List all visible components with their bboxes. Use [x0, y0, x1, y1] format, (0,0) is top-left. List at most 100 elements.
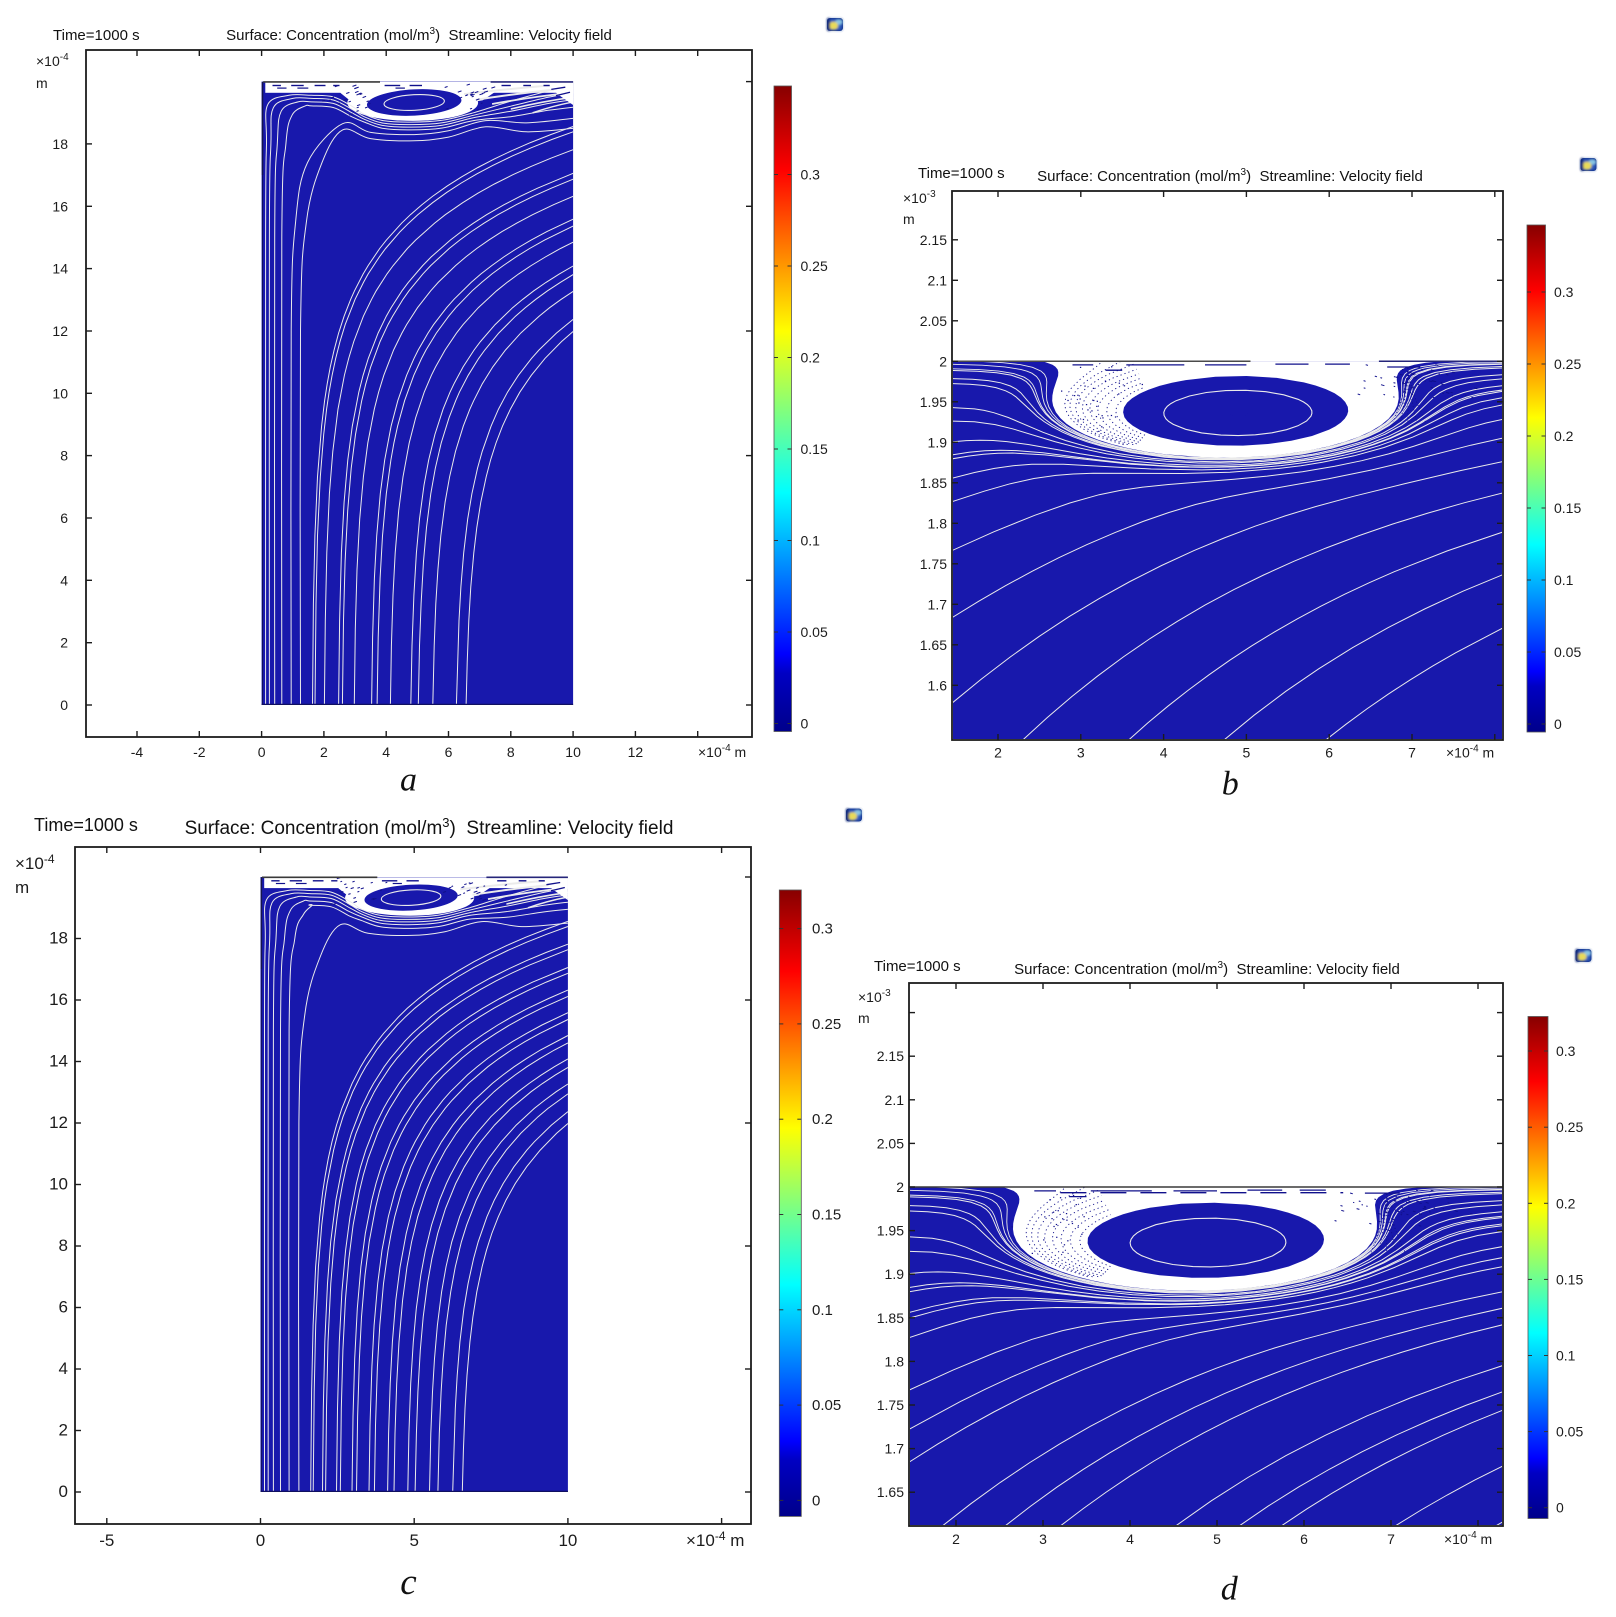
svg-text:0.25: 0.25: [1554, 356, 1581, 372]
svg-text:3: 3: [1039, 1531, 1047, 1547]
svg-text:2.05: 2.05: [920, 313, 947, 329]
svg-text:0.2: 0.2: [1556, 1195, 1576, 1211]
svg-text:0.25: 0.25: [801, 258, 828, 274]
svg-text:0.3: 0.3: [812, 921, 833, 938]
svg-text:14: 14: [52, 261, 68, 277]
svg-text:0.15: 0.15: [801, 441, 828, 457]
svg-text:6: 6: [60, 510, 68, 526]
svg-text:2: 2: [60, 635, 68, 651]
svg-text:Time=1000 s: Time=1000 s: [34, 815, 138, 835]
svg-text:b: b: [1222, 766, 1239, 803]
svg-text:2: 2: [896, 1179, 904, 1195]
svg-text:2: 2: [994, 745, 1002, 761]
svg-text:2.15: 2.15: [877, 1048, 904, 1064]
svg-text:0: 0: [812, 1492, 820, 1509]
svg-text:1.75: 1.75: [920, 556, 947, 572]
svg-text:1.85: 1.85: [877, 1310, 904, 1326]
svg-text:2: 2: [939, 353, 947, 369]
svg-text:0: 0: [256, 1531, 265, 1550]
svg-text:1.8: 1.8: [928, 515, 948, 531]
svg-text:Surface: Concentration (mol/m3: Surface: Concentration (mol/m3) Streamli…: [185, 815, 674, 839]
svg-text:0.15: 0.15: [812, 1207, 841, 1224]
svg-text:1.95: 1.95: [920, 394, 947, 410]
svg-text:1.9: 1.9: [885, 1266, 905, 1282]
svg-text:0.25: 0.25: [812, 1016, 841, 1033]
svg-text:-5: -5: [99, 1531, 114, 1550]
svg-text:18: 18: [49, 929, 68, 948]
svg-text:0: 0: [801, 716, 809, 732]
svg-text:m: m: [36, 75, 48, 91]
svg-text:4: 4: [1160, 745, 1168, 761]
svg-text:0.2: 0.2: [812, 1111, 833, 1128]
svg-text:Time=1000 s: Time=1000 s: [53, 27, 140, 44]
svg-text:0: 0: [258, 744, 266, 760]
svg-text:5: 5: [1243, 745, 1251, 761]
svg-text:10: 10: [565, 744, 581, 760]
svg-text:Time=1000 s: Time=1000 s: [918, 165, 1005, 182]
svg-text:Surface: Concentration (mol/m3: Surface: Concentration (mol/m3) Streamli…: [1014, 960, 1400, 978]
svg-text:Time=1000 s: Time=1000 s: [874, 958, 961, 975]
svg-text:6: 6: [59, 1298, 68, 1317]
svg-text:7: 7: [1387, 1531, 1395, 1547]
svg-text:3: 3: [1077, 745, 1085, 761]
svg-text:4: 4: [59, 1359, 68, 1378]
svg-text:16: 16: [49, 990, 68, 1009]
svg-text:2: 2: [59, 1421, 68, 1440]
svg-text:4: 4: [382, 744, 390, 760]
svg-text:0.15: 0.15: [1554, 500, 1581, 516]
svg-text:4: 4: [1126, 1531, 1134, 1547]
svg-text:16: 16: [52, 198, 68, 214]
svg-text:12: 12: [49, 1113, 68, 1132]
svg-text:0.25: 0.25: [1556, 1119, 1583, 1135]
svg-text:d: d: [1221, 1570, 1239, 1607]
svg-text:18: 18: [52, 136, 68, 152]
svg-text:4: 4: [60, 572, 68, 588]
svg-text:8: 8: [59, 1236, 68, 1255]
svg-text:2: 2: [952, 1531, 960, 1547]
svg-text:1.9: 1.9: [928, 434, 948, 450]
svg-text:10: 10: [558, 1531, 577, 1550]
svg-text:0.15: 0.15: [1556, 1271, 1583, 1287]
svg-text:0.3: 0.3: [1556, 1043, 1576, 1059]
svg-text:5: 5: [409, 1531, 418, 1550]
svg-text:2.1: 2.1: [928, 272, 948, 288]
svg-text:2.15: 2.15: [920, 232, 947, 248]
svg-text:0: 0: [60, 697, 68, 713]
svg-text:0.2: 0.2: [801, 350, 821, 366]
svg-text:1.8: 1.8: [885, 1353, 905, 1369]
svg-text:2.05: 2.05: [877, 1135, 904, 1151]
svg-text:8: 8: [507, 744, 515, 760]
svg-text:-2: -2: [193, 744, 206, 760]
svg-text:0.05: 0.05: [1554, 644, 1581, 660]
svg-text:6: 6: [1300, 1531, 1308, 1547]
svg-text:5: 5: [1213, 1531, 1221, 1547]
svg-text:7: 7: [1408, 745, 1416, 761]
svg-text:1.95: 1.95: [877, 1223, 904, 1239]
svg-text:10: 10: [52, 385, 68, 401]
svg-text:0.1: 0.1: [1554, 572, 1574, 588]
svg-text:2.1: 2.1: [885, 1092, 905, 1108]
svg-text:m: m: [15, 878, 29, 897]
svg-text:6: 6: [1325, 745, 1333, 761]
svg-text:14: 14: [49, 1052, 68, 1071]
svg-text:m: m: [903, 211, 915, 227]
svg-text:1.65: 1.65: [877, 1484, 904, 1500]
svg-text:2: 2: [320, 744, 328, 760]
svg-text:8: 8: [60, 448, 68, 464]
svg-text:10: 10: [49, 1175, 68, 1194]
svg-text:-4: -4: [131, 744, 144, 760]
svg-text:0: 0: [1556, 1500, 1564, 1516]
svg-text:1.65: 1.65: [920, 637, 947, 653]
svg-text:12: 12: [52, 323, 68, 339]
svg-text:1.7: 1.7: [928, 596, 948, 612]
svg-text:0: 0: [59, 1482, 68, 1501]
svg-text:0.3: 0.3: [1554, 284, 1574, 300]
svg-text:0.2: 0.2: [1554, 428, 1574, 444]
svg-text:0.3: 0.3: [801, 167, 821, 183]
svg-text:0.1: 0.1: [1556, 1348, 1576, 1364]
svg-text:0: 0: [1554, 716, 1562, 732]
svg-text:0.05: 0.05: [1556, 1424, 1583, 1440]
svg-text:1.7: 1.7: [885, 1441, 905, 1457]
svg-text:0.1: 0.1: [812, 1302, 833, 1319]
svg-text:6: 6: [445, 744, 453, 760]
